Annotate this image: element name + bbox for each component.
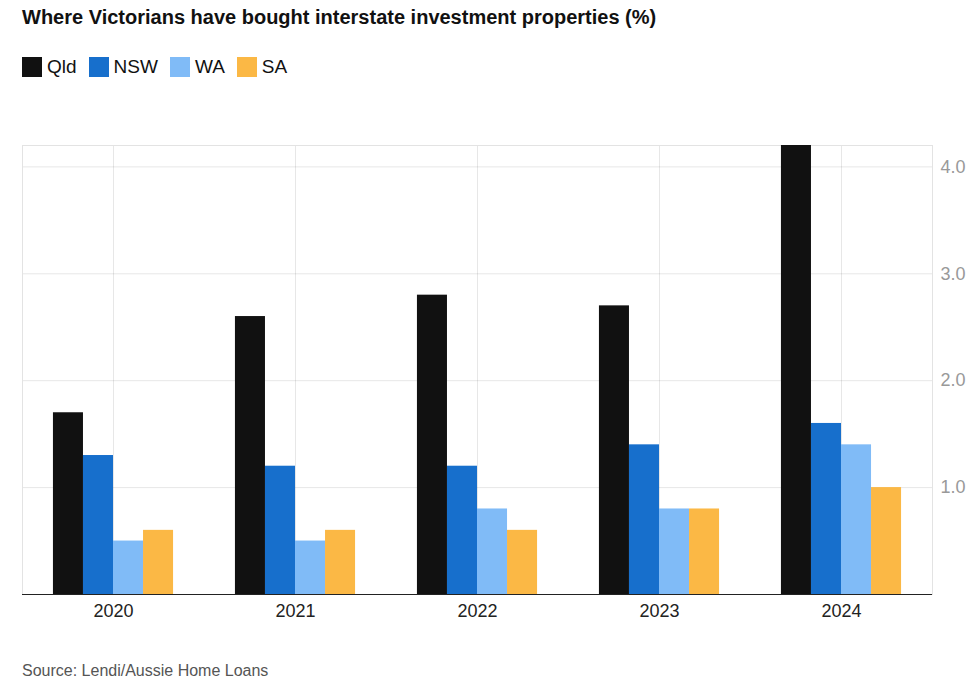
svg-text:2022: 2022 (457, 601, 497, 621)
html-text:SA: SA (261, 56, 288, 77)
html-text:WA: WA (194, 56, 225, 77)
svg-text:2023: 2023 (639, 601, 679, 621)
svg-text:1.0: 1.0 (941, 477, 966, 497)
svg-text:2024: 2024 (821, 601, 861, 621)
html-text:NSW: NSW (113, 56, 158, 77)
svg-text:2020: 2020 (93, 601, 133, 621)
svg-text:2021: 2021 (275, 601, 315, 621)
html-text:Qld: Qld (47, 56, 77, 77)
html-text:Source: Lendi/Aussie Home Loan: Source: Lendi/Aussie Home Loans (22, 662, 269, 679)
svg-text:4.0: 4.0 (941, 157, 966, 177)
html-text:Where Victorians have bought i: Where Victorians have bought interstate … (22, 6, 657, 28)
svg-text:3.0: 3.0 (941, 264, 966, 284)
svg-text:2.0: 2.0 (941, 370, 966, 390)
